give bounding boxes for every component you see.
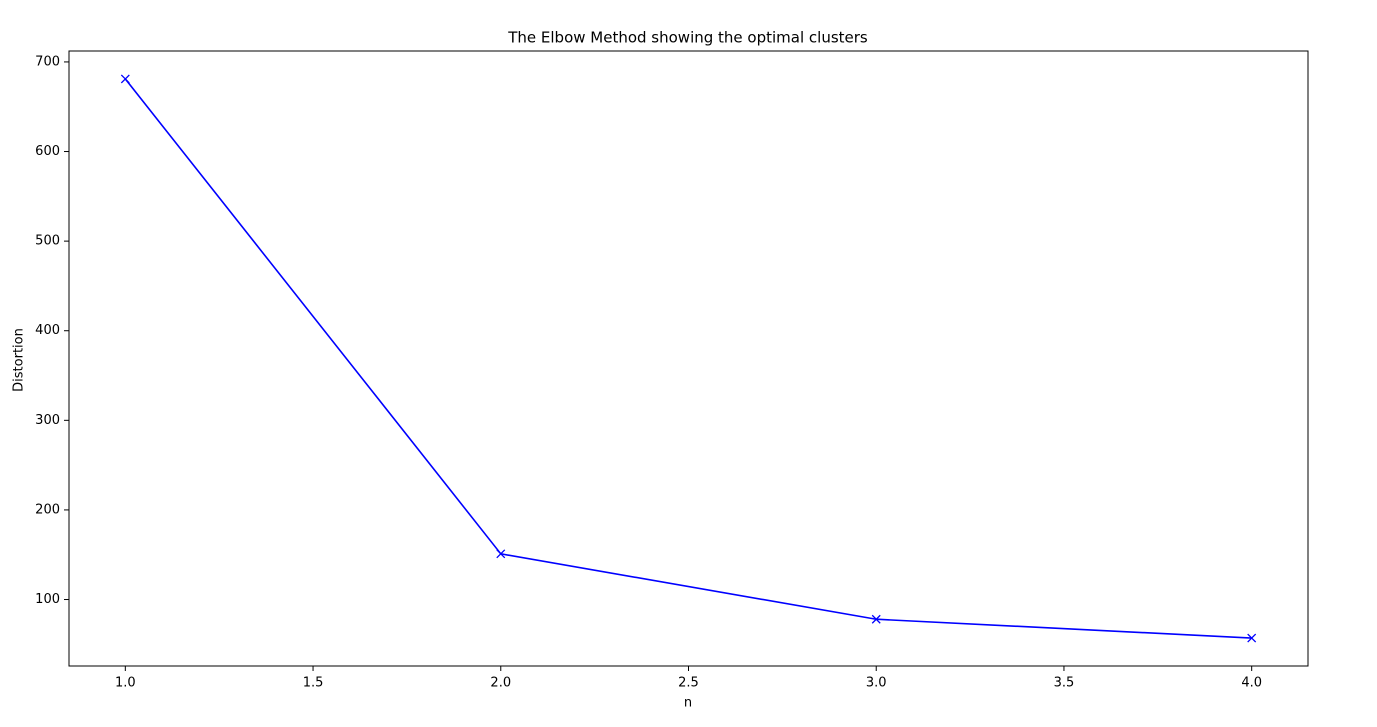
y-tick-label: 700 xyxy=(35,54,60,69)
data-marker xyxy=(1247,633,1257,643)
y-tick-label: 100 xyxy=(35,592,60,607)
x-tick-label: 2.5 xyxy=(678,676,699,691)
x-tick-label: 4.0 xyxy=(1241,676,1262,691)
y-tick-label: 500 xyxy=(35,234,60,249)
y-tick-label: 200 xyxy=(35,502,60,517)
y-tick-label: 600 xyxy=(35,144,60,159)
data-marker xyxy=(871,614,881,624)
x-tick-label: 3.0 xyxy=(866,676,887,691)
x-tick-label: 2.0 xyxy=(490,676,511,691)
y-axis-label: Distortion xyxy=(12,328,27,392)
data-line xyxy=(124,78,1252,639)
plot-frame xyxy=(68,50,1309,667)
x-axis-label: n xyxy=(684,696,692,711)
x-tick-label: 3.5 xyxy=(1054,676,1075,691)
data-marker xyxy=(496,549,506,559)
y-tick-label: 300 xyxy=(35,413,60,428)
chart-title: The Elbow Method showing the optimal clu… xyxy=(507,29,868,47)
x-tick-label: 1.5 xyxy=(303,676,324,691)
data-marker xyxy=(120,74,130,84)
y-tick-label: 400 xyxy=(35,323,60,338)
x-tick-label: 1.0 xyxy=(115,676,136,691)
